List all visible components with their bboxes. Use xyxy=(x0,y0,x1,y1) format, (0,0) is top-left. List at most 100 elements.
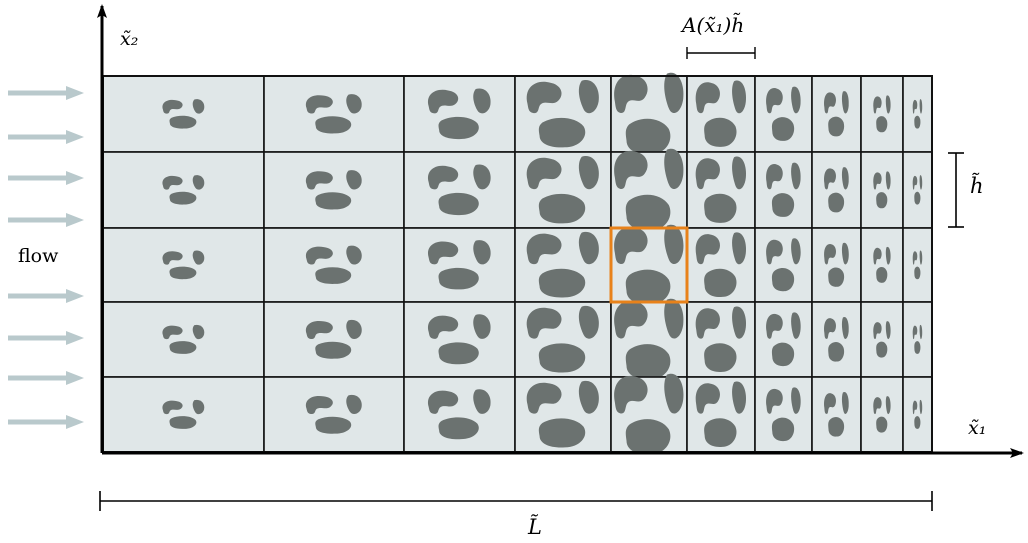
grid-cell xyxy=(102,227,265,303)
grid-cell xyxy=(514,301,612,378)
grid-cell xyxy=(686,227,756,303)
grid-cell xyxy=(754,75,813,153)
highlighted-cell xyxy=(609,226,689,304)
cell-grid xyxy=(102,72,933,455)
cell-background xyxy=(263,151,405,229)
grid-cell xyxy=(403,75,516,153)
grid-cell xyxy=(902,227,933,303)
grid-cell xyxy=(754,151,813,229)
cell-width-label: A(x̃₁)h̃ xyxy=(682,13,745,37)
grid-cell xyxy=(514,227,612,303)
grid-cell xyxy=(403,227,516,303)
grid-cell xyxy=(754,376,813,453)
cell-background xyxy=(860,75,904,153)
grid-cell xyxy=(102,376,265,453)
grid-cell xyxy=(860,227,904,303)
cell-background xyxy=(860,227,904,303)
cell-background xyxy=(811,376,862,453)
cell-background xyxy=(403,227,516,303)
grid-cell xyxy=(902,75,933,153)
grid-cell xyxy=(403,376,516,453)
grid-cell xyxy=(686,75,756,153)
cell-background xyxy=(860,301,904,378)
flow-arrow-icon xyxy=(8,171,84,185)
flow-arrow-icon xyxy=(8,86,84,100)
flow-arrow-icon xyxy=(8,130,84,144)
flow-arrow-icon xyxy=(8,415,84,429)
cell-background xyxy=(811,151,862,229)
grid-cell xyxy=(754,227,813,303)
grid-cell xyxy=(102,301,265,378)
grid-cell xyxy=(686,151,756,229)
grid-cell xyxy=(860,376,904,453)
grid-cell xyxy=(610,298,688,380)
grid-cell xyxy=(610,72,688,155)
cell-background xyxy=(811,227,862,303)
grid-cell xyxy=(811,227,862,303)
grid-cell xyxy=(263,301,405,378)
grid-cell xyxy=(811,75,862,153)
cell-background xyxy=(263,75,405,153)
x1-axis-label: x̃₁ xyxy=(968,417,987,439)
cell-background xyxy=(860,151,904,229)
domain-length-label: L̃ xyxy=(528,515,542,539)
grid-cell xyxy=(902,301,933,378)
cell-background xyxy=(102,301,265,378)
grid-cell xyxy=(514,151,612,229)
cell-height-bar xyxy=(948,152,964,228)
grid-cell xyxy=(686,376,756,453)
cell-background xyxy=(263,376,405,453)
cell-background xyxy=(902,227,933,303)
grid-cell xyxy=(811,376,862,453)
cell-background xyxy=(263,301,405,378)
grid-cell xyxy=(514,376,612,453)
domain-length-bar xyxy=(99,491,933,511)
grid-cell xyxy=(860,301,904,378)
cell-background xyxy=(811,301,862,378)
grid-cell xyxy=(263,227,405,303)
flow-arrow-icon xyxy=(8,213,84,227)
grid-cell xyxy=(860,151,904,229)
grid-cell xyxy=(902,376,933,453)
cell-background xyxy=(102,75,265,153)
cell-background xyxy=(403,151,516,229)
grid-cell xyxy=(403,301,516,378)
grid-cell xyxy=(610,373,688,455)
cell-background xyxy=(902,151,933,229)
cell-background xyxy=(902,75,933,153)
grid-cell xyxy=(263,75,405,153)
grid-cell xyxy=(610,224,688,305)
flow-label: flow xyxy=(18,245,59,267)
flow-arrows xyxy=(8,86,84,429)
x2-axis-label: x̃₂ xyxy=(120,28,139,50)
cell-background xyxy=(263,227,405,303)
grid-cell xyxy=(754,301,813,378)
cell-background xyxy=(102,376,265,453)
grid-cell xyxy=(811,151,862,229)
flow-arrow-icon xyxy=(8,371,84,385)
grid-cell xyxy=(902,151,933,229)
grid-cell xyxy=(263,376,405,453)
grid-cell xyxy=(403,151,516,229)
flow-arrow-icon xyxy=(8,289,84,303)
grid-cell xyxy=(514,75,612,153)
cell-background xyxy=(403,75,516,153)
cell-height-label: h̃ xyxy=(970,174,984,198)
grid-cell xyxy=(811,301,862,378)
cell-background xyxy=(403,301,516,378)
grid-cell xyxy=(860,75,904,153)
grid-cell xyxy=(610,148,688,231)
grid-cell xyxy=(263,151,405,229)
grid-cell xyxy=(102,75,265,153)
cell-background xyxy=(102,151,265,229)
flow-arrow-icon xyxy=(8,331,84,345)
grid-cell xyxy=(102,151,265,229)
grid-cell xyxy=(686,301,756,378)
cell-width-bar xyxy=(686,47,756,59)
cell-background xyxy=(403,376,516,453)
cell-background xyxy=(860,376,904,453)
cell-background xyxy=(811,75,862,153)
cell-background xyxy=(902,301,933,378)
cell-background xyxy=(902,376,933,453)
